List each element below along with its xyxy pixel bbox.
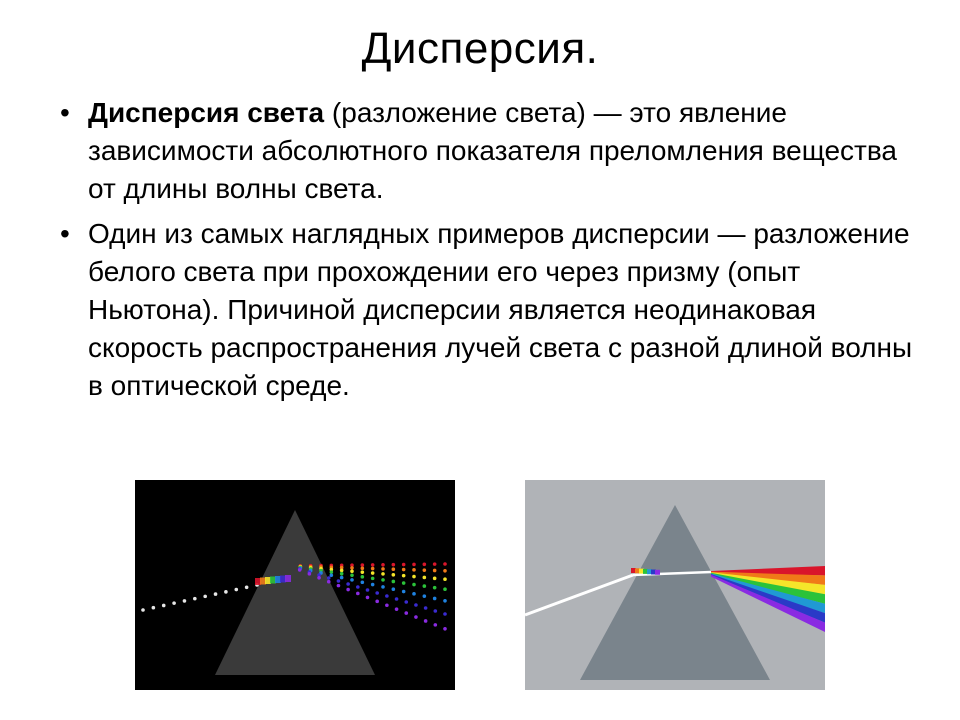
prism-light-diagram bbox=[525, 480, 825, 690]
prism-dark-diagram bbox=[135, 480, 455, 690]
prism-light-svg bbox=[525, 480, 825, 690]
prism-dark-svg bbox=[135, 480, 455, 690]
bullet-item: Дисперсия света (разложение света) — это… bbox=[60, 94, 920, 207]
slide-title: Дисперсия. bbox=[0, 0, 960, 94]
slide-body: Дисперсия света (разложение света) — это… bbox=[0, 94, 960, 404]
bullet-item: Один из самых наглядных примеров дисперс… bbox=[60, 215, 920, 404]
image-row bbox=[0, 480, 960, 690]
bullet-list: Дисперсия света (разложение света) — это… bbox=[60, 94, 920, 404]
bullet-bold: Дисперсия света bbox=[88, 97, 324, 128]
bullet-text: Один из самых наглядных примеров дисперс… bbox=[88, 218, 912, 400]
